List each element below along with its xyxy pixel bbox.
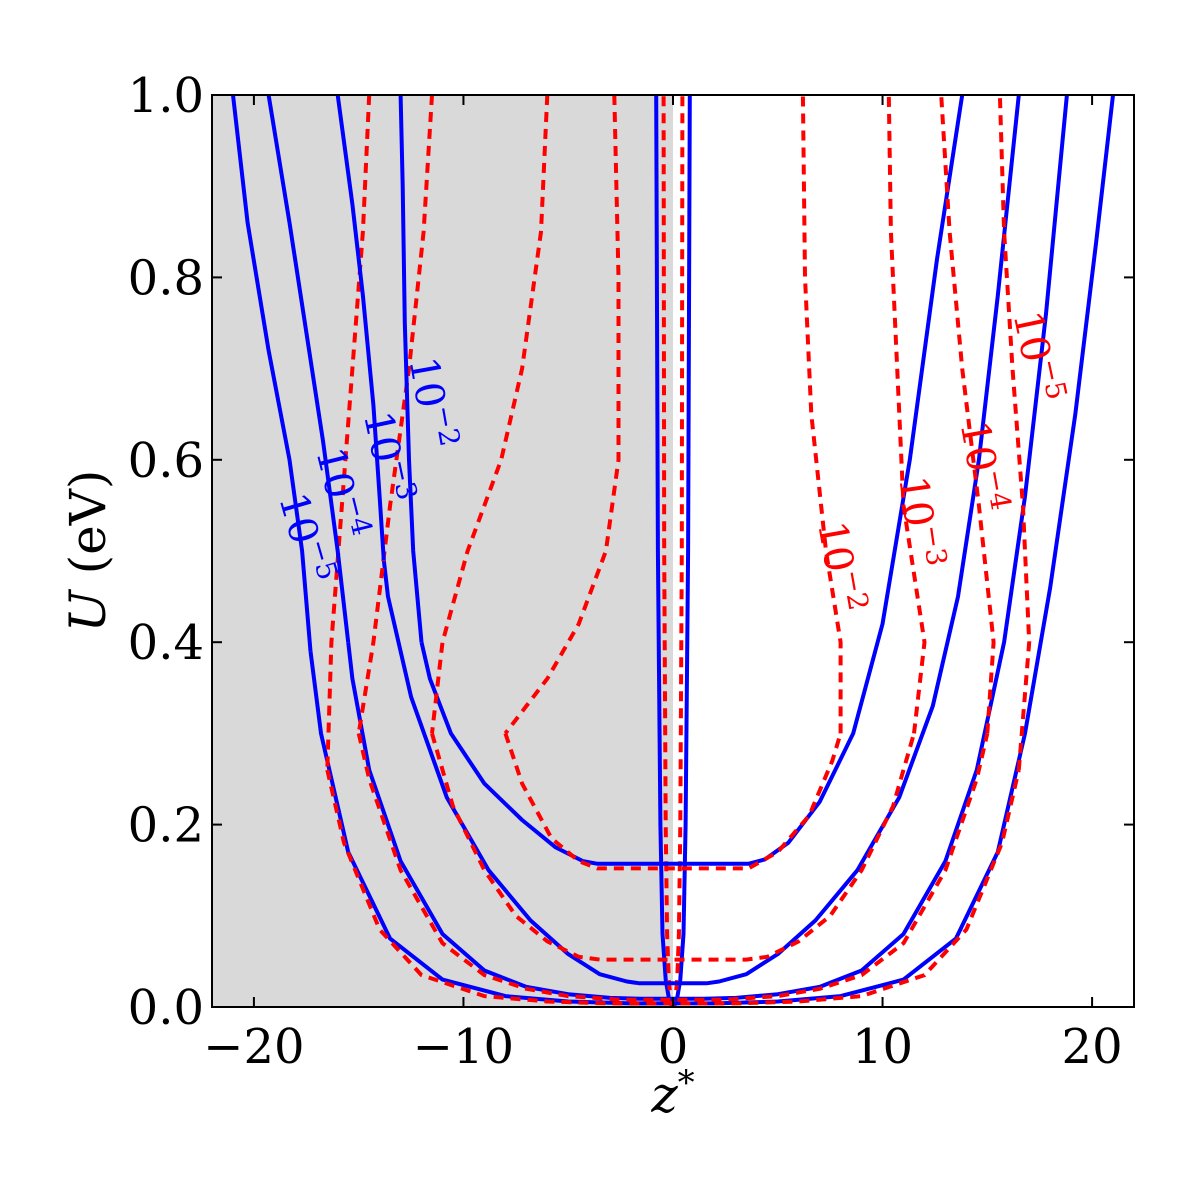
contour-label: 10−2 bbox=[808, 517, 875, 617]
y-tick-label: 0.2 bbox=[128, 798, 204, 854]
contour-solid-0 bbox=[419, 95, 965, 866]
contour-dashed-upper-right bbox=[886, 95, 927, 734]
y-tick-label: 0.8 bbox=[128, 250, 204, 306]
y-tick-label: 0.6 bbox=[128, 433, 204, 489]
contour-dashed-1 bbox=[430, 732, 916, 962]
x-tick-label: 20 bbox=[1062, 1019, 1123, 1075]
x-tick-label: −10 bbox=[413, 1019, 514, 1075]
contour-dashed-upper-right bbox=[800, 95, 843, 734]
contour-solid-upper-left bbox=[335, 95, 386, 561]
contour-dashed-2 bbox=[356, 732, 990, 1002]
contour-dashed-upper-left bbox=[356, 95, 434, 734]
contour-dashed-upper-right bbox=[939, 95, 996, 734]
contour-label: 10−2 bbox=[400, 352, 467, 452]
contour-solid-upper-left bbox=[231, 95, 313, 652]
contour-dashed-upper-left bbox=[325, 95, 372, 770]
contour-dashed-upper-left bbox=[503, 95, 621, 735]
y-tick-label: 1.0 bbox=[128, 68, 204, 124]
shaded-region bbox=[212, 95, 673, 1007]
y-tick-label: 0.4 bbox=[128, 615, 204, 671]
y-tick-label: 0.0 bbox=[128, 980, 204, 1036]
contour-dashed-upper-left bbox=[430, 95, 550, 734]
contour-dashed-0 bbox=[503, 732, 843, 871]
x-tick-label: −20 bbox=[203, 1019, 304, 1075]
contour-dashed-upper-right bbox=[997, 95, 1032, 771]
x-tick-label: 0 bbox=[658, 1019, 689, 1075]
contour-label: 10−5 bbox=[1004, 306, 1074, 407]
x-axis-label: z* bbox=[650, 1063, 694, 1124]
contour-solid-upper-left bbox=[398, 95, 424, 643]
x-tick-label: 10 bbox=[852, 1019, 913, 1075]
y-axis-label: U (eV) bbox=[59, 470, 117, 633]
contour-label: 10−3 bbox=[354, 406, 424, 507]
contour-solid-upper-left bbox=[266, 95, 351, 643]
contour-label: 10−4 bbox=[951, 416, 1018, 516]
contour-label: 10−3 bbox=[889, 472, 953, 571]
